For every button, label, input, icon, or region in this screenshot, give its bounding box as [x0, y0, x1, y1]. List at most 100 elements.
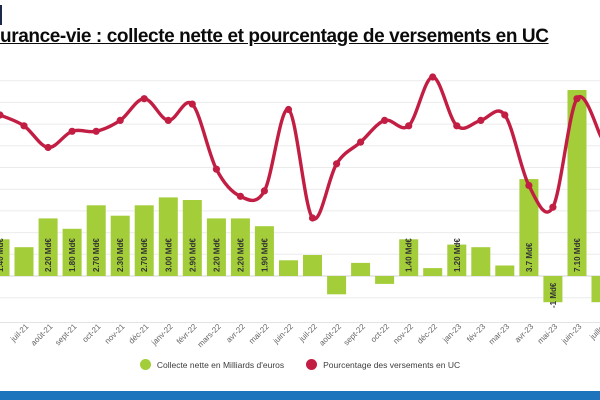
bar-label: 2.70 Md€: [92, 238, 101, 272]
bar-label: 3.00 Md€: [164, 238, 173, 272]
x-axis-label: août-22: [317, 322, 343, 348]
bar: [591, 276, 600, 303]
bar-label: 2.90 Md€: [188, 238, 197, 272]
legend-dot-red: [306, 359, 318, 370]
x-axis-label: oct-21: [81, 322, 103, 344]
bar-label: 2.20 Md€: [212, 238, 221, 272]
line-point-dot: [116, 116, 124, 124]
bar: [14, 247, 34, 276]
bar: [182, 200, 202, 276]
x-axis-label: avr-23: [513, 322, 536, 345]
line-point-dot: [477, 116, 485, 124]
bar: [375, 276, 395, 284]
bar: [206, 218, 226, 276]
x-axis-label: juillet: [587, 322, 600, 343]
bar: [230, 218, 250, 276]
bar-label: 2.30 Md€: [116, 238, 125, 272]
x-axis-label: juin-22: [271, 322, 295, 346]
line-point-dot: [525, 181, 533, 190]
bar: [62, 228, 82, 276]
line-point-dot: [0, 111, 4, 119]
bar: [158, 197, 178, 276]
x-axis-label: mars-22: [196, 322, 223, 349]
legend-item-collecte: Collecte nette en Milliards d'euros: [139, 359, 285, 370]
x-axis-label: juil-21: [8, 322, 31, 345]
x-axis-label: nov-22: [391, 322, 415, 346]
bar-label: 1.40 Md€: [0, 238, 5, 272]
line-point-dot: [92, 127, 100, 135]
bar: [110, 215, 130, 276]
x-axis-label: janv-22: [149, 322, 175, 348]
x-axis-label: sept-21: [53, 322, 79, 348]
bar: [495, 265, 515, 276]
bar: [0, 239, 10, 276]
x-axis-label: fév-23: [465, 322, 487, 344]
uc-percentage-line: [0, 75, 600, 221]
line-point-dot: [501, 111, 509, 119]
bar: [134, 205, 154, 276]
line-point-dot: [308, 214, 317, 222]
bar-label: 2.20 Md€: [236, 238, 245, 272]
bar: [471, 247, 491, 276]
bar: [327, 276, 347, 295]
line-point-dot: [140, 95, 148, 103]
bar: [303, 255, 322, 276]
bar-label: 1.20 Md€: [453, 238, 462, 272]
x-axis-label: mar-23: [487, 322, 512, 347]
legend-label-uc: Pourcentage des versements en UC: [323, 359, 461, 370]
line-point-dot: [429, 73, 437, 81]
line-point-dot: [260, 187, 268, 195]
bar-label: 3.7 Md€: [525, 242, 534, 272]
bar: [351, 262, 371, 276]
line-point-dot: [212, 165, 220, 173]
line-point-dot: [453, 122, 461, 130]
x-axis-label: juin-23: [559, 322, 583, 346]
bar: [567, 90, 587, 276]
bar-label: 2.70 Md€: [140, 238, 149, 272]
x-axis-label: jan-23: [440, 322, 463, 345]
line-point-dot: [381, 116, 389, 124]
page-title: urance-vie : collecte nette et pourcenta…: [0, 26, 549, 47]
bar-label: 2.20 Md€: [44, 238, 53, 272]
bar: [543, 276, 563, 303]
bar: [447, 244, 467, 276]
line-point-dot: [164, 116, 172, 124]
bar: [86, 205, 106, 276]
line-point-dot: [44, 143, 52, 152]
bar: [38, 218, 58, 276]
chart-legend: Collecte nette en Milliards d'euros Pour…: [0, 359, 600, 370]
line-point-dot: [20, 122, 28, 130]
bar: [519, 179, 539, 276]
x-axis-label: avr-22: [224, 322, 247, 345]
bar-label: -1 Md€: [549, 282, 558, 308]
bar: [423, 268, 443, 276]
x-axis-label: juil-22: [297, 322, 320, 345]
legend-item-uc: Pourcentage des versements en UC: [306, 359, 460, 370]
bar-label: 1.90 Md€: [260, 238, 269, 272]
bar: [254, 226, 274, 276]
x-axis-label: mai-22: [247, 322, 271, 346]
legend-dot-green: [139, 359, 151, 370]
x-axis-label: août-21: [29, 322, 55, 348]
x-axis-label: déc-22: [415, 322, 439, 346]
x-axis-label: mai-23: [536, 322, 560, 346]
bar-label: 1.40 Md€: [405, 238, 414, 272]
line-point-dot: [357, 138, 365, 146]
bar: [399, 239, 419, 276]
line-point-dot: [236, 192, 244, 200]
legend-label-collecte: Collecte nette en Milliards d'euros: [156, 359, 285, 370]
line-point-dot: [549, 203, 557, 211]
x-axis-label: oct-22: [369, 322, 391, 344]
bar-label: 7.10 Md€: [573, 238, 582, 272]
x-axis-label: sept-22: [342, 322, 368, 348]
line-point-dot: [284, 105, 293, 114]
line-point-dot: [573, 95, 581, 103]
cropped-corner-artifact: [0, 5, 2, 25]
bar: [279, 260, 298, 276]
bottom-blue-band: [0, 391, 600, 400]
x-axis-label: déc-21: [127, 322, 151, 346]
x-axis-label: nov-21: [103, 322, 127, 346]
